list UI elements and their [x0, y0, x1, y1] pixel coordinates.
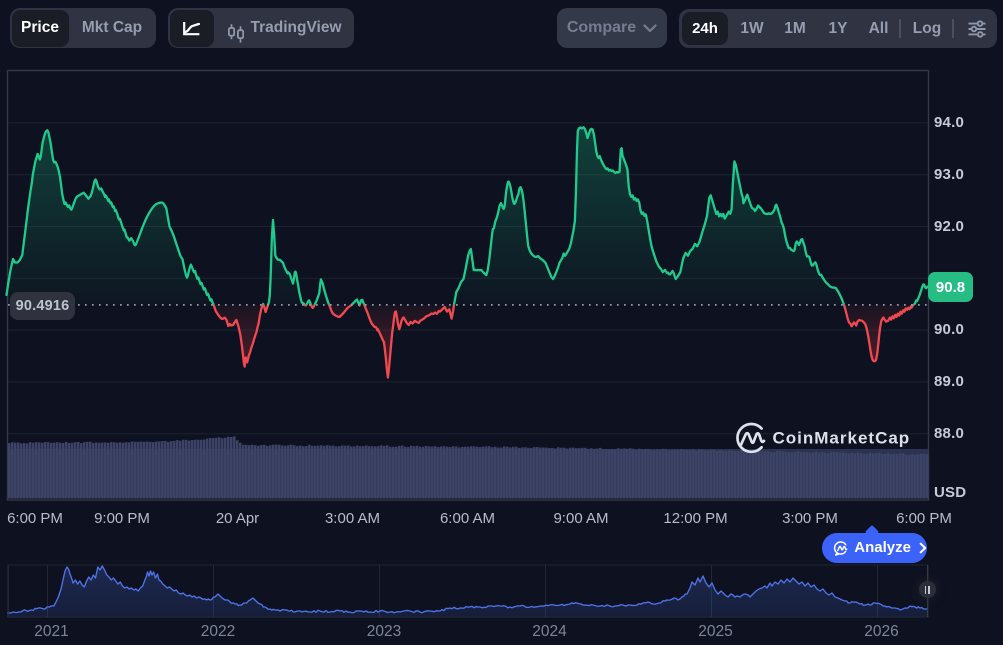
svg-text:CoinMarketCap: CoinMarketCap	[773, 429, 911, 448]
